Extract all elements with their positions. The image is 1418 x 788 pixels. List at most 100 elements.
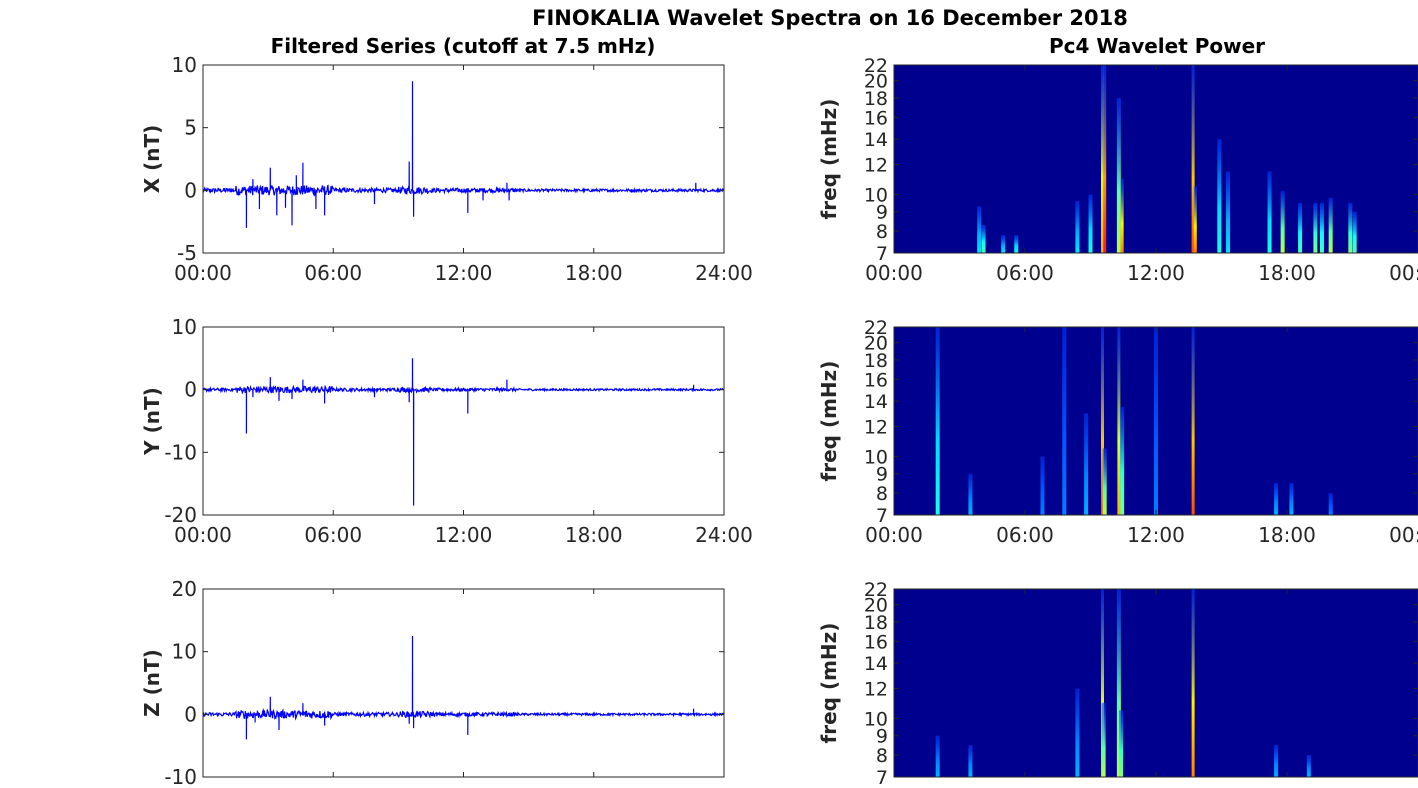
wavelet-streak <box>1062 327 1067 515</box>
y-tick-label: 5 <box>184 116 197 140</box>
y-tick-label: 8 <box>876 745 888 767</box>
y-tick-label: -10 <box>164 765 197 788</box>
y-tick-label: 0 <box>184 702 197 726</box>
y-tick-label: 22 <box>864 579 888 601</box>
wavelet-streak <box>1120 178 1124 253</box>
x-tick-label: 00:00 <box>865 523 923 547</box>
wavelet-streak <box>1014 235 1019 253</box>
y-tick-label: 20 <box>172 577 197 601</box>
wavelet-streak <box>1040 456 1045 515</box>
wavelet-x-streaks <box>977 65 1357 253</box>
series-z-panel: -10 0 10 20 Z (nT) <box>140 577 725 788</box>
y-tick-label: 7 <box>876 505 888 527</box>
y-tick-label: -10 <box>164 440 197 464</box>
wavelet-streak <box>1274 745 1279 777</box>
wavelet-x-background <box>894 65 1418 253</box>
y-tick-label: -20 <box>164 503 197 527</box>
wavelet-streak <box>1088 194 1093 253</box>
wavelet-streak <box>1191 65 1195 253</box>
x-tick-label: 18:00 <box>565 261 623 285</box>
x-tick-label: 06:00 <box>304 261 362 285</box>
wavelet-streak <box>1103 65 1107 253</box>
wavelet-streak <box>1280 191 1285 253</box>
wavelet-z-streaks <box>935 589 1311 777</box>
series-y-background <box>203 327 724 515</box>
wavelet-streak <box>968 745 973 777</box>
wavelet-streak <box>1154 327 1158 515</box>
wavelet-streak <box>981 225 986 253</box>
wavelet-streak <box>1001 235 1006 253</box>
wavelet-streak <box>1117 327 1121 515</box>
y-tick-label: 9 <box>876 202 888 224</box>
series-z-trace <box>203 635 724 740</box>
wavelet-y-ylabel: freq (mHz) <box>817 361 841 482</box>
series-y-panel: 00:00 06:00 12:00 18:00 24:00 -20 -10 0 10 Y (nT) <box>140 315 753 547</box>
x-tick-label: 06:00 <box>996 523 1054 547</box>
wavelet-streak <box>977 206 982 253</box>
x-tick-label: 12:00 <box>435 523 493 547</box>
wavelet-streak <box>1267 171 1272 253</box>
x-tick-label: 00:00 <box>1389 523 1418 547</box>
wavelet-x-ylabel: freq (mHz) <box>817 99 841 220</box>
wavelet-z-ylabel: freq (mHz) <box>817 623 841 744</box>
wavelet-streak <box>1084 413 1089 515</box>
y-tick-label: 7 <box>876 243 888 265</box>
y-tick-label: 10 <box>172 53 197 77</box>
right-column-title: Pc4 Wavelet Power <box>1049 34 1265 58</box>
wavelet-streak <box>1101 589 1105 777</box>
wavelet-streak <box>968 473 973 515</box>
wavelet-streak <box>1119 710 1124 777</box>
wavelet-streak <box>1352 211 1357 253</box>
y-tick-label: 22 <box>864 55 888 77</box>
wavelet-y-panel: 00:0006:0012:0018:0000:00789101214161820… <box>817 317 1418 547</box>
x-tick-label: 12:00 <box>1127 261 1185 285</box>
figure-title: FINOKALIA Wavelet Spectra on 16 December… <box>532 6 1128 30</box>
y-tick-label: 10 <box>864 184 888 206</box>
wavelet-streak <box>1217 139 1222 253</box>
y-tick-label: 9 <box>876 726 888 748</box>
y-tick-label: 16 <box>864 369 888 391</box>
wavelet-streak <box>1328 197 1333 253</box>
x-tick-label: 18:00 <box>1258 261 1316 285</box>
wavelet-streak <box>1101 702 1106 777</box>
y-tick-label: 12 <box>864 679 888 701</box>
wavelet-streak <box>1191 589 1195 777</box>
y-tick-label: 8 <box>876 483 888 505</box>
x-tick-label: 12:00 <box>435 261 493 285</box>
series-x-panel: 00:00 06:00 12:00 18:00 24:00 -5 0 5 10 X (nT) <box>140 53 753 285</box>
y-tick-label: 10 <box>172 315 197 339</box>
wavelet-x-panel: 00:0006:0012:0018:0000:00789101214161820… <box>817 55 1418 285</box>
wavelet-streak <box>1101 327 1105 515</box>
wavelet-streak <box>1348 202 1353 253</box>
y-tick-label: 20 <box>864 71 888 93</box>
x-tick-label: 06:00 <box>304 523 362 547</box>
y-tick-label: 20 <box>864 595 888 617</box>
wavelet-streak <box>1306 755 1311 777</box>
x-tick-label: 18:00 <box>565 523 623 547</box>
wavelet-streak <box>1274 483 1279 515</box>
left-column-title: Filtered Series (cutoff at 7.5 mHz) <box>271 34 656 58</box>
x-tick-label: 06:00 <box>996 261 1054 285</box>
y-tick-label: 9 <box>876 464 888 486</box>
y-tick-label: 16 <box>864 631 888 653</box>
y-tick-label: 0 <box>184 378 197 402</box>
y-tick-label: 12 <box>864 417 888 439</box>
y-tick-label: 18 <box>864 88 888 110</box>
wavelet-streak <box>1298 202 1303 253</box>
wavelet-streak <box>1075 201 1080 253</box>
series-z-ylabel: Z (nT) <box>140 649 164 717</box>
wavelet-streak <box>935 327 940 515</box>
wavelet-streak <box>1226 171 1231 253</box>
wavelet-y-streaks <box>935 327 1333 515</box>
series-z-background <box>203 589 724 777</box>
y-tick-label: 14 <box>864 129 888 151</box>
wavelet-streak <box>1102 448 1107 515</box>
y-tick-label: 20 <box>864 333 888 355</box>
y-tick-label: 14 <box>864 391 888 413</box>
wavelet-streak <box>1328 493 1333 515</box>
x-tick-label: 12:00 <box>1127 523 1185 547</box>
x-tick-label: 00:00 <box>174 523 232 547</box>
wavelet-streak <box>935 735 940 777</box>
y-tick-label: 10 <box>172 640 197 664</box>
